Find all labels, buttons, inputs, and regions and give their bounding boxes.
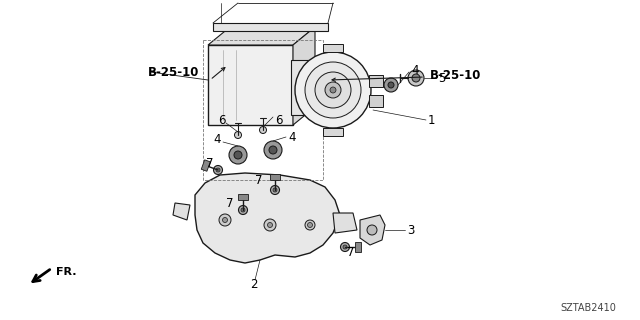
Bar bbox=[291, 60, 321, 115]
Circle shape bbox=[216, 168, 220, 172]
Polygon shape bbox=[238, 194, 248, 200]
Bar bbox=[323, 44, 343, 52]
Circle shape bbox=[273, 188, 277, 192]
Circle shape bbox=[223, 218, 227, 222]
Bar bbox=[323, 128, 343, 136]
Text: 5: 5 bbox=[438, 71, 445, 84]
Circle shape bbox=[241, 208, 245, 212]
Polygon shape bbox=[270, 174, 280, 180]
Circle shape bbox=[234, 132, 241, 139]
Circle shape bbox=[264, 141, 282, 159]
Text: 6: 6 bbox=[275, 114, 282, 126]
Circle shape bbox=[367, 225, 377, 235]
Bar bbox=[213, 23, 328, 31]
Text: 7: 7 bbox=[347, 246, 355, 260]
Circle shape bbox=[214, 165, 223, 174]
Polygon shape bbox=[355, 242, 361, 252]
Circle shape bbox=[412, 74, 420, 82]
Text: 3: 3 bbox=[407, 223, 414, 236]
Circle shape bbox=[340, 243, 349, 252]
Circle shape bbox=[307, 222, 312, 228]
Text: B-25-10: B-25-10 bbox=[148, 66, 200, 78]
Circle shape bbox=[330, 87, 336, 93]
Circle shape bbox=[343, 245, 347, 249]
Circle shape bbox=[305, 62, 361, 118]
Text: 7: 7 bbox=[226, 196, 234, 210]
Text: 4: 4 bbox=[411, 63, 419, 76]
Polygon shape bbox=[173, 203, 190, 220]
Circle shape bbox=[234, 151, 242, 159]
Circle shape bbox=[271, 186, 280, 195]
Circle shape bbox=[239, 205, 248, 214]
Circle shape bbox=[325, 82, 341, 98]
Text: 7: 7 bbox=[206, 156, 214, 170]
Circle shape bbox=[259, 126, 266, 133]
Bar bbox=[203, 40, 323, 180]
Text: SZTAB2410: SZTAB2410 bbox=[560, 303, 616, 313]
Text: FR.: FR. bbox=[56, 267, 77, 277]
Text: 7: 7 bbox=[255, 173, 262, 187]
Circle shape bbox=[229, 146, 247, 164]
Text: 4: 4 bbox=[213, 132, 221, 146]
Text: 1: 1 bbox=[428, 114, 435, 126]
Polygon shape bbox=[208, 27, 315, 45]
Polygon shape bbox=[360, 215, 385, 245]
Bar bbox=[369, 75, 383, 87]
Bar bbox=[208, 45, 293, 125]
Circle shape bbox=[408, 70, 424, 86]
Bar bbox=[369, 95, 383, 107]
Polygon shape bbox=[333, 213, 357, 233]
Circle shape bbox=[315, 72, 351, 108]
Circle shape bbox=[295, 52, 371, 128]
Text: 2: 2 bbox=[250, 278, 257, 292]
Circle shape bbox=[269, 146, 277, 154]
Circle shape bbox=[268, 222, 273, 228]
Polygon shape bbox=[201, 160, 211, 171]
Text: B-25-10: B-25-10 bbox=[430, 68, 481, 82]
Polygon shape bbox=[195, 173, 340, 263]
Circle shape bbox=[219, 214, 231, 226]
Circle shape bbox=[305, 220, 315, 230]
Circle shape bbox=[388, 82, 394, 88]
Circle shape bbox=[264, 219, 276, 231]
Text: 6: 6 bbox=[218, 114, 225, 126]
Text: 4: 4 bbox=[288, 131, 296, 143]
Circle shape bbox=[384, 78, 398, 92]
Polygon shape bbox=[293, 27, 315, 125]
